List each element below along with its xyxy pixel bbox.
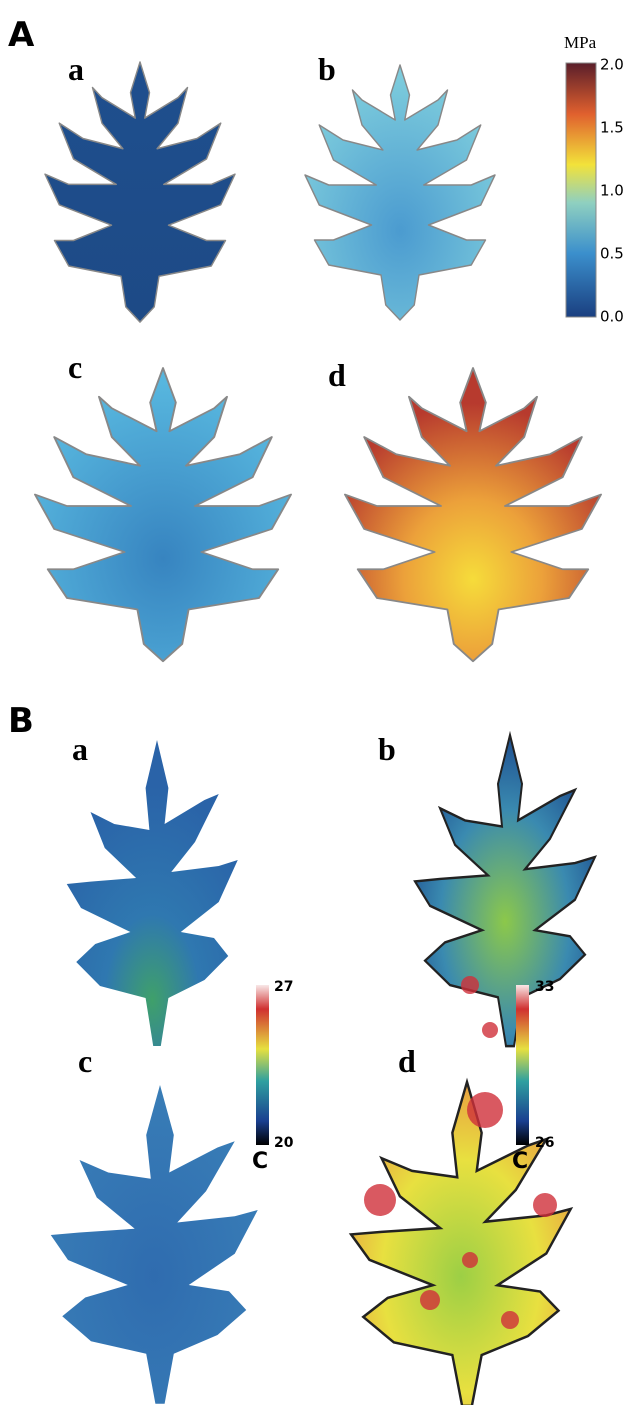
subpanel-label: b bbox=[378, 731, 396, 767]
leaf-map bbox=[413, 733, 597, 1048]
leaf-map bbox=[50, 1085, 258, 1404]
colorbar-min: 20 bbox=[274, 1135, 294, 1151]
panel-label: B bbox=[8, 701, 34, 741]
colorbar-max: 27 bbox=[274, 979, 293, 995]
colorbar bbox=[516, 985, 529, 1145]
leaf-map bbox=[349, 1080, 572, 1405]
colorbar-tick: 1.0 bbox=[600, 182, 624, 200]
subpanel-label: d bbox=[328, 357, 346, 393]
colorbar-unit: C bbox=[512, 1149, 528, 1174]
leaf-map bbox=[304, 64, 496, 321]
subpanel-label: b bbox=[318, 51, 336, 87]
subpanel-label: c bbox=[78, 1043, 92, 1079]
colorbar-max: 33 bbox=[535, 979, 554, 995]
panel-label: A bbox=[8, 15, 35, 55]
colorbar-tick: 0.0 bbox=[600, 308, 624, 326]
colorbar-unit: MPa bbox=[564, 33, 597, 52]
colorbar-tick: 1.5 bbox=[600, 119, 624, 137]
subpanel-label: c bbox=[68, 349, 82, 385]
colorbar bbox=[256, 985, 269, 1145]
leaf-map bbox=[44, 61, 236, 323]
leaf-map bbox=[34, 367, 292, 663]
colorbar-tick: 2.0 bbox=[600, 56, 624, 74]
colorbar-unit: C bbox=[252, 1149, 268, 1174]
leaf-map bbox=[344, 367, 602, 663]
subpanel-label: a bbox=[68, 51, 84, 87]
leaf-map bbox=[66, 740, 238, 1046]
colorbar-min: 26 bbox=[535, 1135, 554, 1151]
colorbar bbox=[565, 62, 597, 318]
hot-spots bbox=[364, 976, 557, 1329]
subpanel-label: d bbox=[398, 1043, 416, 1079]
subpanel-label: a bbox=[72, 731, 88, 767]
colorbar-tick: 0.5 bbox=[600, 245, 624, 263]
